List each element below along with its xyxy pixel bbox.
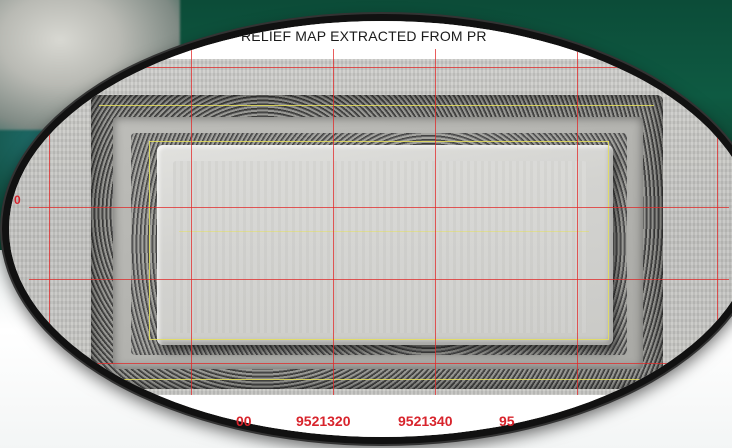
grid-line-horizontal — [29, 67, 729, 68]
y-tick-label: 0 — [14, 193, 21, 207]
grid-line-vertical — [191, 49, 192, 401]
grid-line-vertical — [577, 49, 578, 401]
grid-line-horizontal — [29, 279, 729, 280]
map-footer-band — [9, 395, 732, 437]
grid-line-horizontal — [29, 363, 729, 364]
contour-line — [149, 141, 609, 142]
x-tick-label: 00 — [236, 413, 252, 429]
contour-line — [149, 339, 609, 340]
contour-line — [179, 231, 589, 232]
grid-line-vertical — [333, 49, 334, 401]
contour-line — [149, 141, 150, 339]
contour-line — [99, 105, 654, 106]
grid-line-horizontal — [29, 207, 729, 208]
platform-surface — [173, 161, 587, 333]
grid-line-vertical — [49, 49, 50, 401]
map-title: RELIEF MAP EXTRACTED FROM PR — [241, 28, 487, 44]
grid-line-vertical — [717, 49, 718, 401]
contour-line — [99, 379, 654, 380]
grid-line-vertical — [435, 49, 436, 401]
x-tick-label: 9521320 — [296, 413, 351, 429]
x-tick-label: 9521340 — [398, 413, 453, 429]
map-header-band — [9, 21, 732, 59]
x-tick-label: 95 — [499, 413, 515, 429]
contour-line — [608, 141, 609, 339]
oval-image-frame: RELIEF MAP EXTRACTED FROM PR — [2, 14, 732, 444]
